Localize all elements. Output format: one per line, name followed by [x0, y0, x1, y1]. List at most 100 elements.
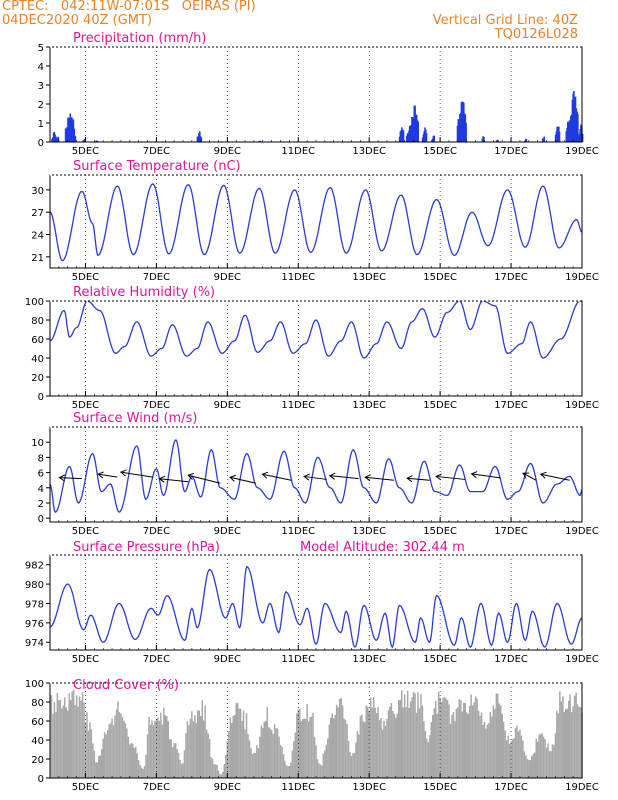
cloud-bar: [192, 721, 195, 778]
precip-bar: [577, 114, 579, 142]
x-tick-label: 15DEC: [423, 146, 457, 157]
cloud-bar: [214, 764, 217, 778]
cloud-bar: [189, 718, 192, 778]
y-tick-label: 20: [31, 755, 44, 766]
cloud-bar: [146, 734, 149, 778]
precip-bar: [482, 136, 484, 142]
cloud-bar: [446, 699, 449, 778]
cloud-bar: [176, 749, 178, 778]
wind-vector-head: [229, 474, 236, 482]
cloud-bar: [473, 702, 475, 778]
cloud-bar: [276, 728, 279, 778]
cloud-bar: [485, 728, 487, 778]
cloud-bar: [359, 716, 362, 778]
panel-frame-0: [49, 46, 583, 143]
cloud-bar: [115, 709, 118, 778]
cloud-bar: [118, 712, 121, 778]
y-tick-label: 5: [38, 43, 44, 54]
cloud-bar: [236, 703, 239, 778]
cloud-bar: [355, 742, 357, 778]
cloud-bar: [325, 744, 328, 778]
y-tick-label: 974: [25, 638, 44, 649]
cloud-bar: [455, 708, 458, 778]
cloud-bar: [551, 744, 554, 778]
precip-bar: [581, 133, 584, 142]
cloud-bar: [520, 735, 523, 778]
y-tick-label: 2: [38, 499, 44, 510]
cloud-bar: [177, 752, 180, 778]
cloud-bar: [396, 713, 398, 778]
wind-vector: [365, 476, 395, 481]
wind-vector-head: [406, 475, 413, 483]
precip-bar: [402, 130, 405, 142]
model-altitude-label: Model Altitude: 302.44 m: [300, 540, 465, 555]
cloud-bar: [120, 713, 122, 778]
wind-vector-head: [328, 472, 336, 480]
x-tick-label: 15DEC: [423, 526, 457, 537]
cloud-bar: [282, 754, 285, 778]
cloud-bar: [262, 728, 264, 778]
cloud-bar: [174, 743, 177, 778]
x-tick-label: 11DEC: [281, 654, 315, 665]
cloud-bar: [304, 718, 307, 778]
cloud-bar: [160, 712, 162, 778]
y-tick-label: 982: [25, 561, 44, 572]
cloud-bar: [408, 707, 410, 778]
cloud-bar: [96, 762, 98, 778]
cloud-bar: [480, 712, 483, 778]
precip-bar: [497, 140, 499, 142]
x-tick-label: 7DEC: [143, 400, 170, 411]
x-tick-label: 17DEC: [494, 146, 528, 157]
cloud-bar: [412, 691, 415, 778]
cloud-bar: [207, 733, 209, 778]
cloud-bar: [86, 712, 88, 778]
cloud-bar: [560, 701, 563, 778]
cloud-bar: [401, 690, 403, 778]
cloud-bar: [344, 719, 347, 778]
precip-bar: [558, 131, 561, 142]
y-tick-label: 60: [31, 335, 44, 346]
cloud-bar: [383, 720, 385, 778]
cloud-bar: [50, 695, 53, 778]
cloud-bar: [535, 738, 537, 778]
x-tick-label: 13DEC: [352, 400, 386, 411]
cloud-bar: [392, 710, 394, 778]
x-tick-label: 15DEC: [423, 400, 457, 411]
precip-bar: [74, 136, 77, 142]
cloud-bar: [350, 756, 353, 778]
x-tick-label: 5DEC: [72, 526, 99, 537]
cloud-bar: [572, 706, 574, 778]
cloud-bar: [217, 770, 220, 778]
cloud-bar: [103, 732, 106, 778]
cloud-bar: [281, 746, 283, 778]
cloud-bar: [278, 736, 280, 778]
cloud-bar: [154, 721, 156, 778]
cloud-bar: [576, 704, 579, 778]
cloud-bar: [529, 760, 531, 778]
x-tick-label: 15DEC: [423, 782, 457, 793]
cloud-bar: [293, 741, 295, 778]
cloud-bar: [347, 740, 350, 778]
cloud-bar: [468, 706, 471, 778]
cloud-bar: [211, 758, 214, 778]
y-tick-label: 4: [38, 484, 44, 495]
y-tick-label: 24: [31, 231, 44, 242]
wind-vector: [329, 475, 359, 480]
cloud-bar: [231, 723, 233, 778]
wind-vector: [188, 474, 221, 484]
wind-vector-head: [435, 473, 442, 481]
cloud-bar: [312, 712, 314, 778]
cloud-bar: [578, 706, 580, 778]
cloud-bar: [514, 728, 517, 778]
y-tick-label: 10: [31, 438, 44, 449]
cloud-bar: [309, 717, 311, 778]
cloud-bar: [288, 766, 291, 778]
cloud-bar: [402, 707, 404, 778]
cloud-bar: [525, 755, 527, 778]
cloud-bar: [200, 716, 202, 778]
cloud-bar: [157, 717, 159, 778]
y-tick-label: 6: [38, 469, 44, 480]
cloud-bar: [395, 717, 397, 778]
cloud-bar: [68, 693, 70, 778]
cloud-bar: [378, 720, 381, 778]
